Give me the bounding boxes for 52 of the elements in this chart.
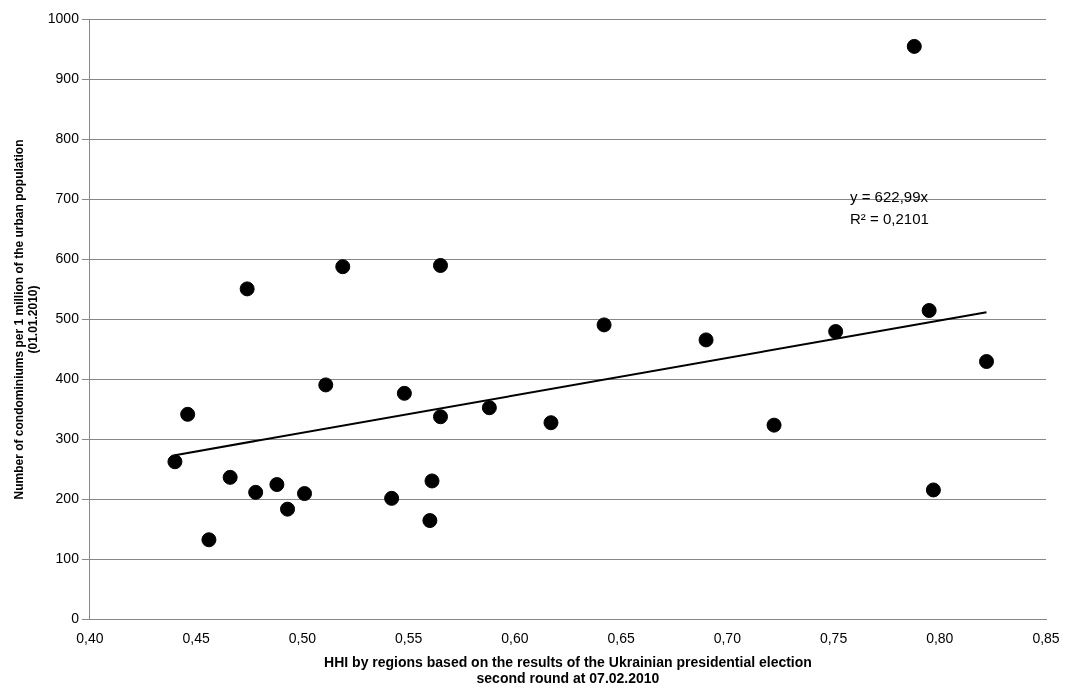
point	[280, 501, 296, 517]
point	[396, 385, 412, 401]
point	[180, 406, 196, 422]
y-tick-label: 400	[55, 370, 80, 387]
point	[925, 482, 941, 498]
point	[422, 513, 438, 529]
point	[239, 281, 255, 297]
y-tick-label: 200	[55, 490, 80, 507]
y-tick-label: 700	[55, 190, 80, 207]
point	[335, 259, 351, 275]
x-tick-label: 0,45	[182, 629, 211, 646]
point	[269, 477, 285, 493]
y-axis-title: Number of condominiums per 1 million of the urban population (01.01.2010)	[11, 139, 40, 500]
point	[906, 38, 922, 54]
x-tick-label: 0,65	[607, 629, 635, 646]
point	[481, 400, 497, 416]
x-tick-label: 0,80	[926, 629, 954, 646]
y-tick-label: 900	[55, 70, 80, 87]
point	[543, 415, 559, 431]
y-tick-label: 100	[55, 550, 80, 567]
annotation: R² = 0,2101	[850, 210, 929, 228]
x-tick-label: 0,55	[395, 629, 423, 646]
point	[596, 317, 612, 333]
point	[222, 469, 238, 485]
y-tick-label: 0	[71, 610, 80, 627]
point	[766, 417, 782, 433]
point	[979, 354, 995, 370]
point	[433, 409, 448, 425]
y-tick-label: 300	[55, 430, 80, 447]
y-tick-label: 1000	[47, 10, 80, 27]
x-tick-label: 0,85	[1032, 629, 1060, 646]
point	[433, 257, 448, 273]
x-tick-label: 0,70	[713, 629, 742, 646]
x-tick-label: 0,40	[76, 629, 104, 646]
x-tick-label: 0,50	[288, 629, 317, 646]
point	[318, 377, 334, 393]
point	[921, 303, 937, 318]
y-tick-label: 500	[55, 310, 80, 327]
point	[297, 486, 313, 502]
point	[424, 473, 440, 489]
x-tick-label: 0,75	[819, 629, 848, 646]
x-tick-label: 0,60	[501, 629, 529, 646]
point	[384, 490, 400, 506]
point	[201, 532, 217, 548]
point	[828, 324, 844, 339]
point	[698, 332, 714, 348]
y-tick-label: 600	[55, 250, 80, 267]
y-tick-label: 800	[55, 130, 80, 147]
x-axis-title: HHI by regions based on the results of the Ukrainian presidential election second round at 07.02.2010	[324, 653, 812, 687]
point	[248, 484, 264, 500]
annotation: y = 622,99x	[850, 188, 929, 206]
point	[167, 454, 183, 470]
